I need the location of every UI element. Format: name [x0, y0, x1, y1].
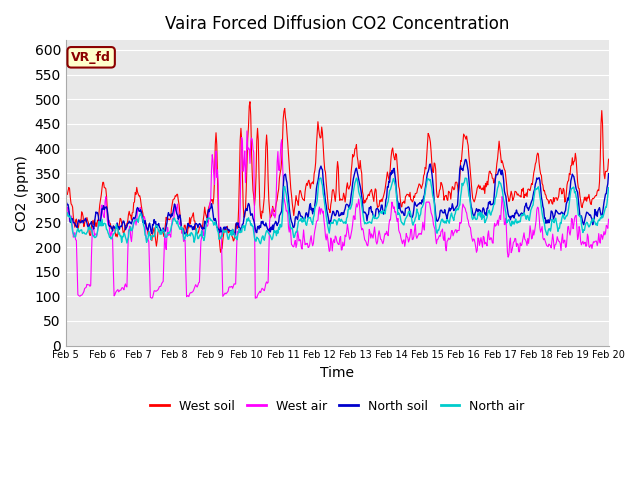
North air	[62, 209, 70, 215]
Title: Vaira Forced Diffusion CO2 Concentration: Vaira Forced Diffusion CO2 Concentration	[165, 15, 509, 33]
West soil	[605, 156, 612, 162]
Line: West soil: West soil	[66, 102, 609, 252]
West air	[404, 239, 412, 245]
North soil	[211, 216, 219, 221]
North air	[257, 241, 264, 247]
North air	[127, 228, 135, 234]
North soil	[231, 232, 239, 238]
West soil	[62, 191, 70, 196]
North soil	[462, 156, 470, 162]
West soil	[420, 171, 428, 177]
North air	[420, 194, 428, 200]
West air	[183, 294, 191, 300]
North air	[211, 219, 219, 225]
North soil	[127, 221, 135, 227]
Line: North soil: North soil	[66, 159, 609, 235]
West air	[62, 216, 70, 221]
North soil	[605, 171, 612, 177]
West soil	[217, 249, 225, 255]
West soil	[404, 192, 412, 198]
North air	[404, 209, 412, 215]
North soil	[183, 228, 191, 234]
Text: VR_fd: VR_fd	[71, 51, 111, 64]
West soil	[246, 99, 254, 105]
West soil	[211, 142, 219, 147]
North soil	[62, 196, 70, 202]
West air	[72, 237, 79, 243]
West air	[605, 216, 612, 222]
West soil	[127, 217, 135, 223]
Legend: West soil, West air, North soil, North air: West soil, West air, North soil, North a…	[145, 395, 529, 418]
West soil	[183, 229, 191, 235]
West air	[252, 295, 259, 301]
West soil	[72, 217, 79, 223]
Line: West air: West air	[66, 131, 609, 298]
North air	[183, 231, 191, 237]
North soil	[420, 194, 428, 200]
West air	[243, 128, 251, 134]
North air	[316, 175, 324, 181]
X-axis label: Time: Time	[320, 366, 354, 380]
West air	[211, 159, 219, 165]
Y-axis label: CO2 (ppm): CO2 (ppm)	[15, 155, 29, 231]
West air	[127, 239, 135, 244]
North air	[72, 234, 79, 240]
West air	[420, 227, 428, 233]
Line: North air: North air	[66, 178, 609, 244]
North air	[605, 185, 612, 191]
North soil	[404, 204, 412, 210]
North soil	[72, 223, 79, 228]
